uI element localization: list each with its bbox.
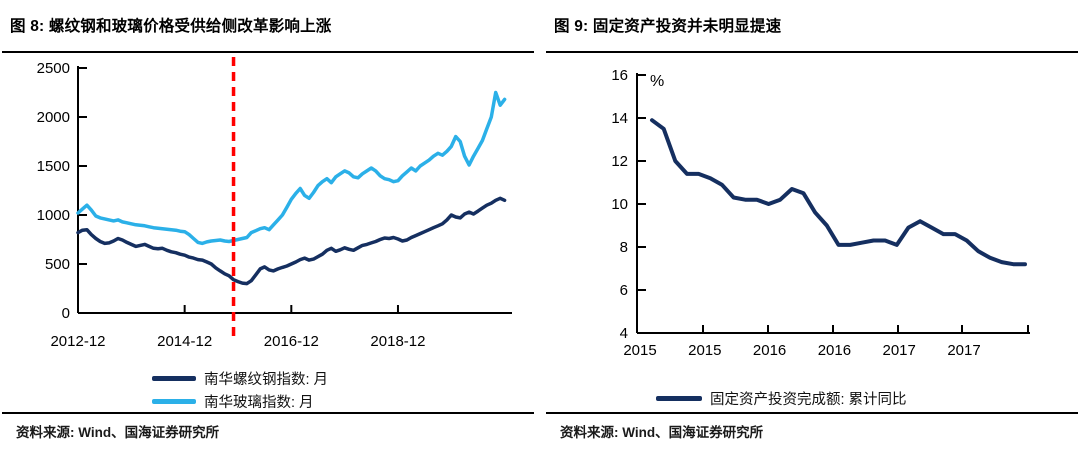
rebar-legend-label: 南华螺纹钢指数: 月 [204, 372, 329, 388]
svg-text:2500: 2500 [37, 60, 70, 77]
figure8-title-rule [2, 51, 534, 53]
figure8-bottom-rule [2, 412, 534, 414]
svg-text:2015: 2015 [623, 342, 656, 359]
svg-text:16: 16 [611, 67, 628, 84]
svg-text:4: 4 [620, 325, 628, 342]
glass-line-swatch-icon [152, 399, 196, 404]
svg-text:500: 500 [45, 256, 70, 273]
figure9-legend-fai: 固定资产投资完成额: 累计同比 [656, 388, 907, 409]
glass-legend-label: 南华玻璃指数: 月 [204, 395, 314, 411]
svg-text:2015: 2015 [688, 342, 721, 359]
svg-text:2016: 2016 [818, 342, 851, 359]
svg-text:2012-12: 2012-12 [50, 333, 105, 350]
figure9-bottom-rule [546, 412, 1078, 414]
svg-text:2018-12: 2018-12 [370, 333, 425, 350]
figure8-title: 图 8: 螺纹钢和玻璃价格受供给侧改革影响上涨 [10, 18, 332, 35]
figure8-source: 资料来源: Wind、国海证券研究所 [16, 425, 220, 440]
figure9-title: 图 9: 固定资产投资并未明显提速 [554, 18, 782, 35]
svg-text:1000: 1000 [37, 207, 70, 224]
svg-text:%: % [650, 73, 664, 90]
svg-text:8: 8 [620, 239, 628, 256]
figure8-legend-rebar: 南华螺纹钢指数: 月 [152, 368, 328, 389]
svg-text:2014-12: 2014-12 [157, 333, 212, 350]
svg-text:2016: 2016 [753, 342, 786, 359]
fai-legend-label: 固定资产投资完成额: 累计同比 [710, 392, 907, 408]
figure9-title-rule [546, 51, 1078, 53]
svg-text:2017: 2017 [947, 342, 980, 359]
fai-line-swatch-icon [656, 396, 702, 401]
svg-text:14: 14 [611, 110, 628, 127]
svg-text:10: 10 [611, 196, 628, 213]
svg-text:2016-12: 2016-12 [264, 333, 319, 350]
svg-text:1500: 1500 [37, 158, 70, 175]
svg-text:2000: 2000 [37, 109, 70, 126]
figure8-legend-glass: 南华玻璃指数: 月 [152, 391, 314, 412]
svg-text:6: 6 [620, 282, 628, 299]
rebar-line-swatch-icon [152, 376, 196, 381]
svg-text:2017: 2017 [883, 342, 916, 359]
svg-text:12: 12 [611, 153, 628, 170]
figure9-source: 资料来源: Wind、国海证券研究所 [560, 425, 764, 440]
svg-text:0: 0 [62, 305, 70, 322]
